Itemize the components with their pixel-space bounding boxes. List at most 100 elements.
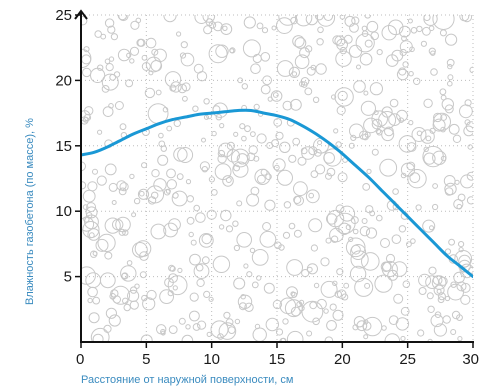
bubble [90, 327, 110, 342]
bubble [185, 324, 191, 330]
bubble [362, 183, 371, 191]
bubble [198, 233, 214, 248]
bubble [432, 183, 439, 189]
bubble [335, 50, 352, 67]
y-tick-label: 10 [55, 203, 72, 220]
bubble [423, 98, 433, 109]
bubble [418, 273, 432, 287]
bubble [101, 73, 119, 91]
bubble [290, 291, 296, 297]
bubble [219, 123, 225, 129]
bubble [458, 241, 465, 248]
bubble [320, 257, 330, 267]
bubble [283, 201, 292, 209]
bubble [92, 333, 104, 342]
bubble [301, 146, 315, 160]
bubble [177, 267, 183, 273]
bubble [217, 333, 224, 340]
bubble [260, 52, 271, 62]
bubble [193, 204, 200, 212]
bubble [203, 290, 211, 298]
bubble [326, 209, 345, 228]
bubble [130, 20, 140, 30]
bubble [186, 216, 195, 225]
bubble [195, 212, 206, 223]
bubble [99, 272, 116, 289]
bubble [181, 334, 194, 342]
bubble [279, 297, 297, 315]
bubble [326, 213, 338, 225]
bubble [189, 310, 200, 322]
bubble [158, 132, 164, 139]
bubble [246, 193, 260, 207]
bubble [117, 48, 131, 62]
bubble [388, 113, 402, 126]
bubble [392, 188, 399, 195]
bubble [293, 195, 304, 206]
bubble [336, 105, 346, 116]
bubble [213, 21, 223, 32]
bubble [238, 302, 247, 311]
bubble [437, 292, 446, 301]
bubble [310, 244, 318, 252]
bubble [214, 163, 232, 181]
bubble [310, 170, 319, 179]
bubble [389, 98, 399, 108]
bubble [151, 191, 159, 200]
bubble [447, 63, 453, 70]
bubble [168, 325, 178, 335]
bubble [169, 265, 176, 272]
bubble [399, 40, 413, 54]
bubble [343, 34, 353, 44]
bubble [425, 135, 432, 142]
bubble [305, 189, 320, 204]
bubble [293, 229, 302, 238]
bubble [254, 168, 271, 185]
bubble [308, 192, 315, 199]
bubble [201, 233, 212, 245]
bubble [323, 308, 329, 314]
bubble [356, 64, 361, 70]
bubble [233, 277, 246, 290]
bubble [396, 68, 409, 81]
bubble [146, 289, 157, 301]
bubble [334, 212, 356, 235]
series-line [81, 108, 473, 279]
bubble [244, 125, 251, 133]
bubble [160, 330, 166, 336]
bubble [292, 137, 301, 146]
bubble [111, 200, 117, 205]
bubble [129, 173, 135, 180]
bubble [263, 282, 275, 294]
bubble [244, 302, 254, 312]
bubble [315, 164, 326, 175]
bubble [141, 162, 148, 169]
bubble [443, 175, 456, 187]
bubble [371, 110, 389, 127]
bubble [427, 305, 435, 313]
bubble [304, 87, 313, 96]
bubble [384, 126, 394, 137]
bubble [272, 158, 286, 172]
bubble [440, 114, 448, 121]
bubble [186, 195, 195, 203]
bubble [423, 152, 436, 165]
bubble [118, 187, 127, 196]
bubble [134, 283, 140, 289]
bubble [329, 227, 344, 243]
bubble [180, 41, 188, 49]
bubble [88, 312, 100, 324]
bubble [306, 263, 318, 275]
bubble [286, 259, 304, 276]
bubble [447, 74, 454, 81]
bubble [402, 61, 409, 68]
bubble [125, 79, 134, 88]
bubble [157, 154, 169, 166]
bubble [87, 181, 98, 192]
bubble [108, 314, 121, 327]
bubble [173, 119, 182, 128]
bubble [211, 130, 217, 137]
bubble [420, 40, 427, 47]
bubble [189, 292, 199, 302]
x-tick-label: 10 [203, 351, 220, 368]
